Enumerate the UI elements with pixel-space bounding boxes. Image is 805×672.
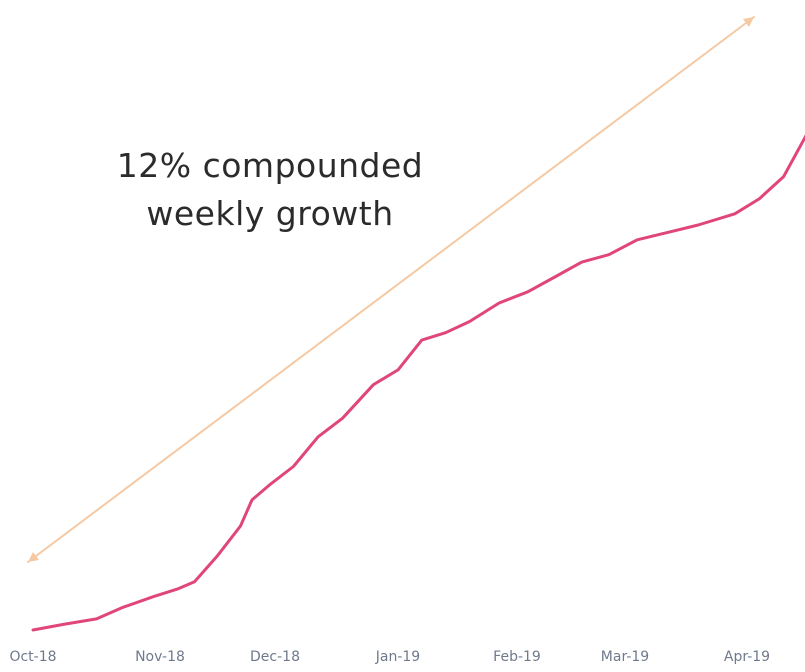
growth-annotation: 12% compounded weekly growth [60,142,480,238]
x-axis-ticks: Oct-18 Nov-18 Dec-18 Jan-19 Feb-19 Mar-19 Apr-… [9,649,770,665]
arrow-head-start [28,551,39,562]
series-layer [31,134,805,632]
series-line [31,134,805,632]
annotation-line-1: 12% compounded [116,146,424,185]
annotation-line-2: weekly growth [146,194,394,233]
x-tick-label: Apr-19 [724,649,770,665]
x-tick-label: Feb-19 [493,649,541,665]
x-tick-label: Dec-18 [250,649,300,665]
x-tick-label: Oct-18 [9,649,56,665]
growth-arrow [27,16,755,563]
x-tick-label: Mar-19 [601,649,649,665]
x-tick-label: Nov-18 [135,649,185,665]
arrow-head-end [743,17,754,28]
growth-arrow-line [27,16,755,563]
x-tick-label: Jan-19 [375,649,420,665]
